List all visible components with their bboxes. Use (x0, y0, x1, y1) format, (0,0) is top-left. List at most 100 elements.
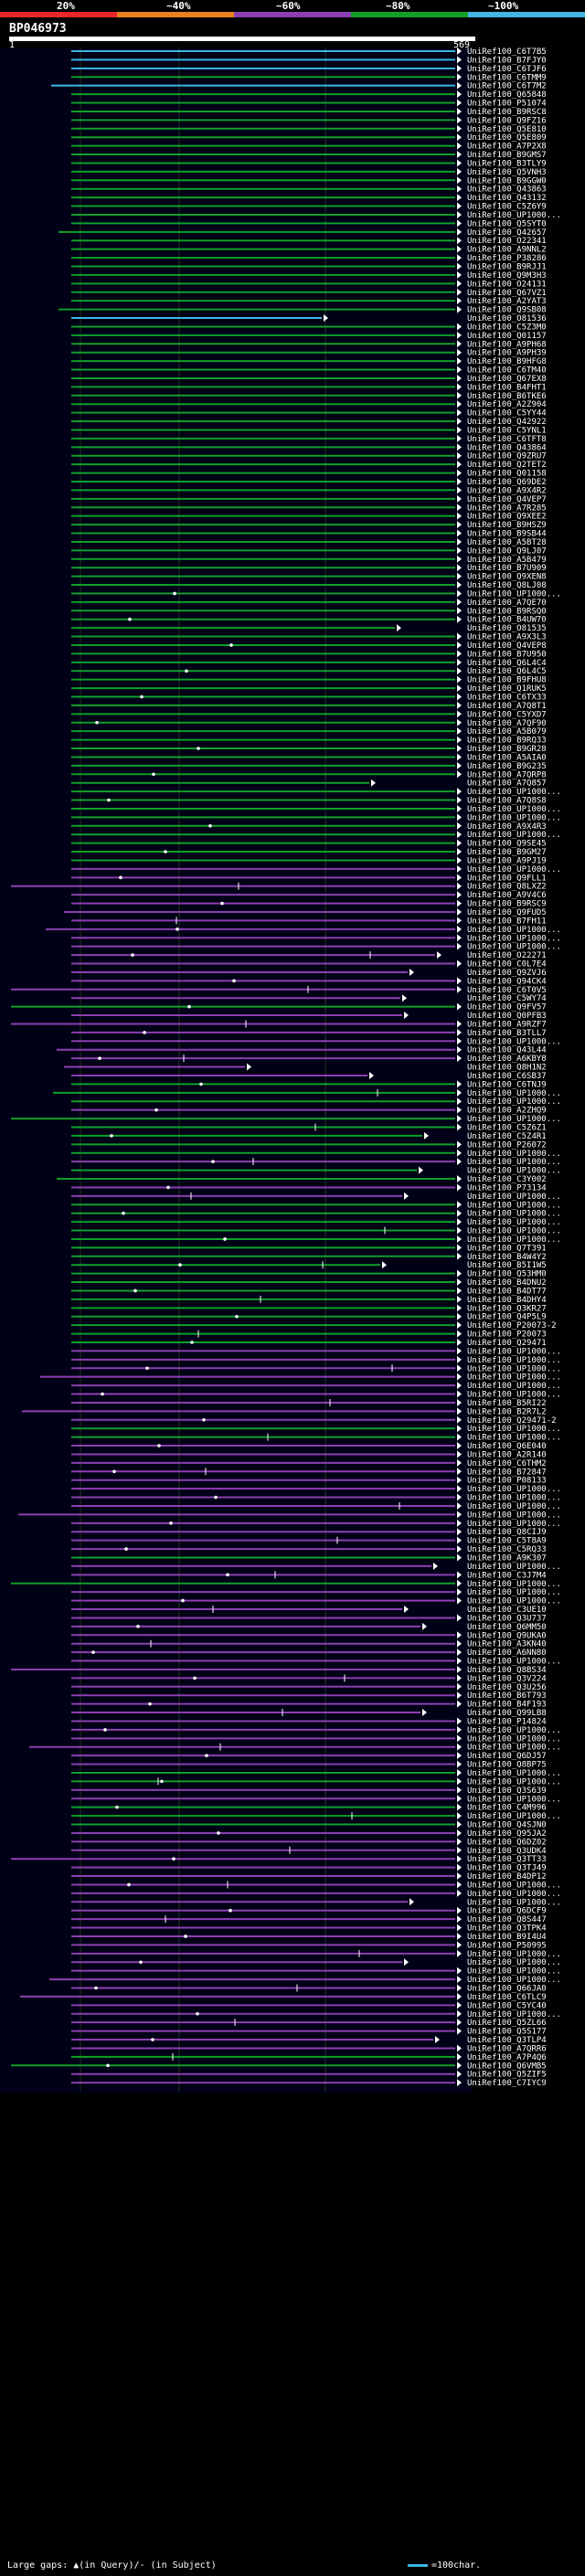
hit-label: UniRef100_Q9ZVJ6 (467, 969, 547, 978)
hit-arrow (457, 804, 462, 812)
hit-arrow (457, 1528, 462, 1536)
scale-swatch (408, 2563, 428, 2567)
hit-label: UniRef100_UP1000... (467, 1726, 561, 1735)
hit-arrow (457, 1339, 462, 1346)
hit-arrow (457, 589, 462, 598)
hit-arrow (457, 288, 462, 296)
hit-arrow (457, 1855, 462, 1863)
hit-arrow (419, 1166, 423, 1174)
gap-marker (115, 1805, 119, 1809)
legend-segment (234, 12, 351, 17)
hit-label: UniRef100_UP1000... (467, 1734, 561, 1744)
hit-label: UniRef100_UP1000... (467, 1795, 561, 1804)
hit-label: UniRef100_Q01158 (467, 470, 547, 479)
hit-label: UniRef100_B9I4U4 (467, 1933, 547, 1942)
hit-arrow (457, 959, 462, 968)
hit-arrow (457, 1415, 462, 1424)
hit-label: UniRef100_Q99LB8 (467, 1709, 547, 1718)
hit-label: UniRef100_P20073-2 (467, 1321, 557, 1330)
hit-label: UniRef100_Q9LJ07 (467, 546, 547, 556)
hit-arrow (457, 1493, 462, 1501)
hit-arrow (457, 745, 462, 753)
hit-label: UniRef100_B4DNU2 (467, 1278, 547, 1288)
gap-marker (226, 1573, 229, 1577)
gap-marker (98, 1056, 101, 1060)
hit-arrow (457, 874, 462, 882)
hit-arrow (457, 408, 462, 417)
hit-arrow (457, 1501, 462, 1510)
hit-label: UniRef100_Q3TJ49 (467, 1864, 547, 1873)
hit-label: UniRef100_Q94CK4 (467, 977, 547, 986)
hit-label: UniRef100_UP1000... (467, 1218, 561, 1227)
gap-marker (184, 1935, 187, 1938)
hit-arrow (457, 1364, 462, 1373)
hit-label: UniRef100_Q8S447 (467, 1915, 547, 1924)
hit-arrow (457, 537, 462, 546)
hit-arrow (457, 1545, 462, 1553)
hit-label: UniRef100_C6T0V5 (467, 986, 547, 995)
hit-arrow (457, 1149, 462, 1157)
hit-label: UniRef100_Q4SJN0 (467, 1821, 547, 1830)
hit-arrow (457, 1088, 462, 1097)
hit-arrow (457, 254, 462, 262)
hit-label: UniRef100_Q5VNH3 (467, 168, 547, 177)
hit-arrow (457, 908, 462, 916)
hit-arrow (457, 1536, 462, 1544)
hit-label: UniRef100_Q6E040 (467, 1442, 547, 1451)
hit-arrow (457, 848, 462, 856)
hit-label: UniRef100_Q66JA0 (467, 1985, 547, 1994)
hit-label: UniRef100_P73134 (467, 1183, 547, 1193)
hit-label: UniRef100_B7FH11 (467, 917, 547, 926)
hit-arrow (382, 1261, 387, 1269)
hit-label: UniRef100_UP1000... (467, 1227, 561, 1236)
hit-arrow (457, 977, 462, 985)
hit-arrow (457, 167, 462, 175)
hit-label: UniRef100_Q8LJ08 (467, 581, 547, 590)
hit-label: UniRef100_Q9M3H3 (467, 271, 547, 281)
hit-label: UniRef100_Q5ZL66 (467, 2019, 547, 2028)
hit-arrow (457, 176, 462, 185)
hit-arrow (457, 1442, 462, 1450)
hit-label: UniRef100_A7QRP8 (467, 770, 547, 779)
hit-label: UniRef100_A7R285 (467, 504, 547, 513)
hit-arrow (457, 228, 462, 236)
hit-label: UniRef100_B9RQ33 (467, 737, 547, 746)
hit-label: UniRef100_Q5S177 (467, 2028, 547, 2037)
hit-arrow (457, 1321, 462, 1330)
hit-arrow (457, 1639, 462, 1648)
gap-marker (131, 953, 134, 957)
gap-marker (124, 1547, 128, 1551)
hit-arrow (457, 469, 462, 477)
hit-arrow (457, 1312, 462, 1320)
hit-label: UniRef100_Q95JA2 (467, 1829, 547, 1839)
hit-arrow (457, 512, 462, 520)
hit-label: UniRef100_Q2TET2 (467, 461, 547, 470)
hit-label: UniRef100_Q42922 (467, 418, 547, 427)
hit-label: UniRef100_Q6MM50 (467, 1623, 547, 1632)
hit-arrow (457, 1769, 462, 1776)
hit-label: UniRef100_C5T8A9 (467, 1537, 547, 1546)
legend-label: ~100% (488, 0, 519, 12)
hit-arrow (457, 1889, 462, 1897)
hit-arrow (457, 796, 462, 804)
hit-label: UniRef100_Q67VZ1 (467, 289, 547, 298)
hit-label: UniRef100_B9GR28 (467, 745, 547, 754)
hit-arrow (457, 1674, 462, 1682)
hit-arrow (424, 1131, 429, 1140)
hit-label: UniRef100_UP1000... (467, 1658, 561, 1667)
hit-label: UniRef100_O22341 (467, 237, 547, 246)
hit-label: UniRef100_C7IYC9 (467, 2079, 547, 2088)
hit-label: UniRef100_UP1000... (467, 1812, 561, 1821)
hit-label: UniRef100_Q9SE45 (467, 840, 547, 849)
hit-arrow (457, 718, 462, 726)
hit-arrow (457, 90, 462, 99)
hit-arrow (404, 1192, 409, 1200)
hit-label: UniRef100_Q6DZ02 (467, 1838, 547, 1847)
hit-label: UniRef100_Q4P5L9 (467, 1313, 547, 1322)
gap-marker (193, 1676, 197, 1680)
hit-label: UniRef100_P50995 (467, 1941, 547, 1950)
hit-label: UniRef100_C5Z4R1 (467, 1132, 547, 1141)
hit-arrow (457, 2062, 462, 2070)
hit-arrow (457, 1932, 462, 1940)
hit-label: UniRef100_B9GM27 (467, 848, 547, 857)
